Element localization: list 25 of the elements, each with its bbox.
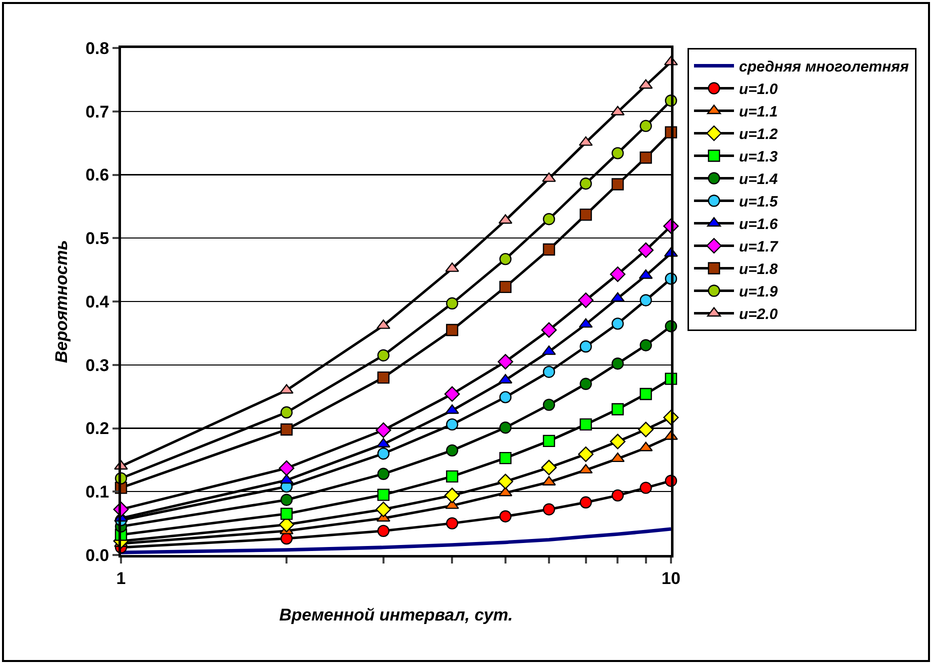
legend-label: u=1.4 bbox=[739, 171, 778, 188]
x-axis-title: Временной интервал, сут. bbox=[279, 606, 513, 625]
y-axis-title: Вероятность bbox=[52, 240, 71, 363]
y-tick-label: 0.1 bbox=[85, 482, 110, 502]
legend-label: u=1.0 bbox=[739, 81, 778, 98]
y-tick-label: 0.7 bbox=[85, 102, 110, 122]
legend-label: u=1.5 bbox=[739, 194, 778, 211]
legend-label: u=1.7 bbox=[739, 238, 778, 256]
legend-label: u=1.2 bbox=[739, 126, 778, 144]
y-tick-label: 0.6 bbox=[85, 166, 110, 185]
y-tick-label: 0.2 bbox=[85, 419, 110, 438]
legend-label: u=1.8 bbox=[739, 261, 778, 278]
x-tick-label: 10 bbox=[662, 568, 680, 588]
y-tick-label: 0.0 bbox=[85, 546, 110, 565]
y-tick-label: 0.4 bbox=[85, 292, 110, 312]
y-tick-label: 0.5 bbox=[85, 229, 110, 248]
legend-label: u=1.6 bbox=[739, 216, 778, 234]
y-tick-label: 0.8 bbox=[85, 38, 110, 58]
x-tick-label: 1 bbox=[116, 568, 126, 588]
legend-label: u=1.9 bbox=[739, 284, 778, 301]
legend-label: u=1.1 bbox=[739, 104, 778, 121]
legend-label: средняя многолетняя bbox=[739, 58, 910, 76]
legend-label: u=2.0 bbox=[739, 306, 778, 324]
legend-label: u=1.3 bbox=[739, 148, 778, 166]
y-tick-label: 0.3 bbox=[85, 356, 110, 375]
